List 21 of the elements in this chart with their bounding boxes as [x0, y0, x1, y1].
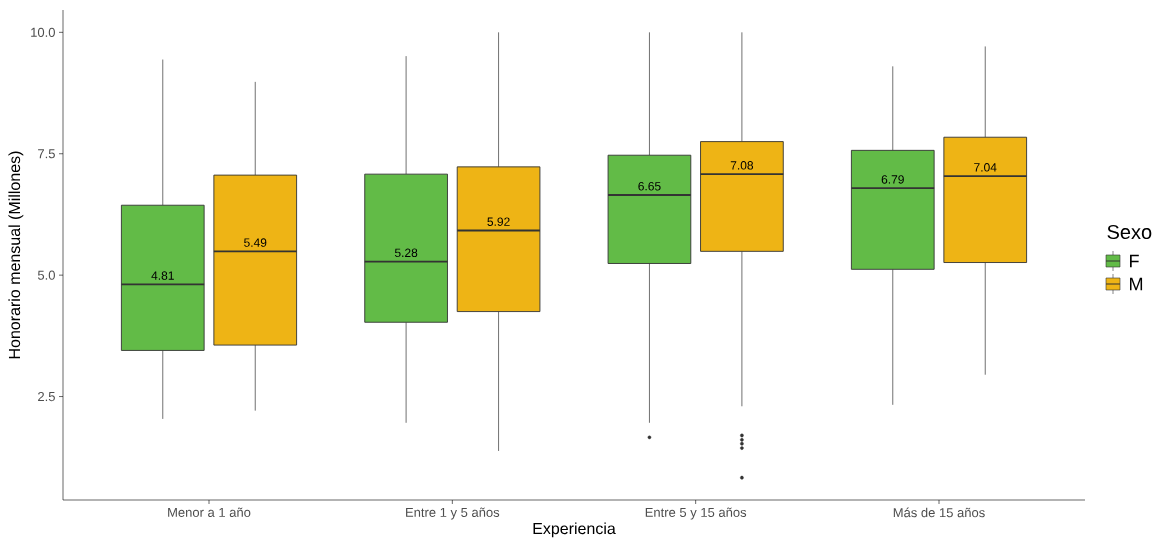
text: 4.81 [151, 271, 174, 280]
y-axis-title: Honorario mensual (Millones) [8, 151, 24, 359]
text: 6.79 [881, 175, 904, 184]
legend-label: F [1130, 254, 1139, 268]
text: 5.49 [244, 238, 267, 247]
text: 5.28 [394, 248, 418, 258]
x-tick-label: Entre 5 y 15 años [645, 507, 747, 520]
text: 7.04 [974, 163, 997, 172]
x-axis-title: Experiencia [533, 522, 616, 538]
x-tick-label: Más de 15 años [893, 507, 985, 518]
y-tick-label: 7.5 [38, 149, 55, 159]
legend-title: Sexo [1107, 224, 1152, 240]
text: 6.65 [638, 182, 661, 191]
y-tick-label: 10.0 [31, 27, 55, 37]
x-tick-label: Menor a 1 año [168, 507, 251, 517]
legend-label: M [1130, 277, 1143, 291]
y-tick-label: 5.0 [37, 270, 55, 280]
text: 7.08 [730, 161, 754, 170]
text: 5.92 [487, 217, 510, 226]
y-tick-label: 2.5 [38, 391, 55, 402]
x-tick-label: Entre 1 y 5 años [406, 507, 500, 520]
